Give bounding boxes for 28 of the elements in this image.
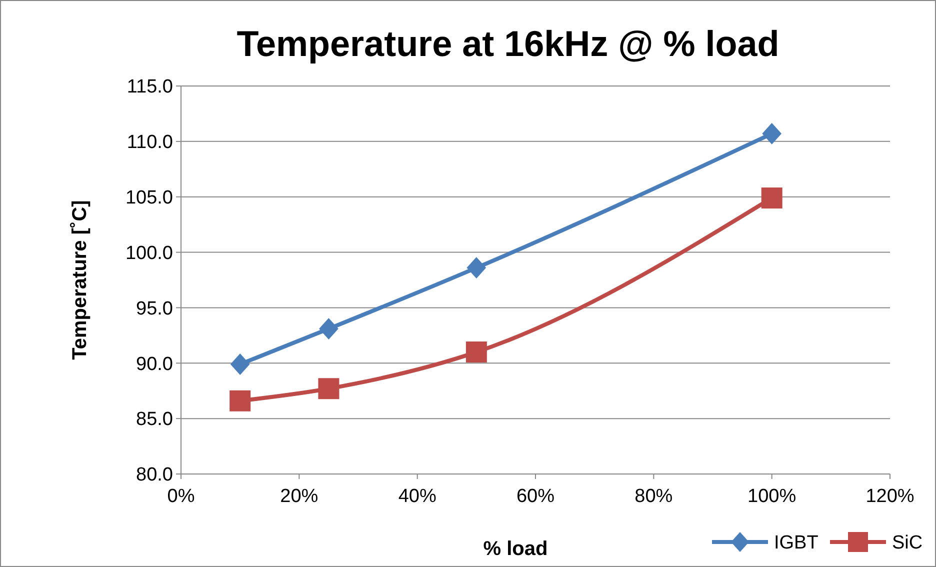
- y-tick-label: 110.0: [126, 132, 173, 154]
- y-tick-label: 90.0: [136, 354, 173, 375]
- x-axis-title: % load: [483, 538, 548, 560]
- x-tick-label: 120%: [866, 486, 914, 507]
- x-tick-label: 60%: [516, 486, 555, 507]
- point: [319, 318, 338, 340]
- point: [230, 354, 250, 375]
- y-tick-label: 115.0: [126, 76, 173, 98]
- y-tick-label: 95.0: [136, 298, 173, 320]
- x-tick-label: 100%: [748, 486, 796, 507]
- point: [762, 123, 782, 144]
- y-tick-label: 85.0: [136, 409, 173, 430]
- point: [466, 257, 486, 278]
- chart-title: Temperature at 16kHz @ % load: [236, 23, 780, 64]
- x-tick-label: 20%: [280, 486, 318, 507]
- legend-label: IGBT: [774, 532, 819, 554]
- legend-label: SiC: [892, 532, 923, 554]
- y-tick-label: 105.0: [125, 188, 173, 209]
- point: [230, 390, 251, 412]
- y-tick-label: 80.0: [136, 464, 173, 486]
- x-tick-label: 40%: [398, 486, 436, 507]
- point: [761, 187, 782, 208]
- point: [466, 342, 487, 363]
- y-tick-label: 100.0: [125, 242, 173, 264]
- x-tick-label: 80%: [634, 486, 673, 507]
- y-axis-title: Temperature [˚C]: [69, 200, 91, 360]
- x-tick-label: 0%: [167, 486, 195, 507]
- point: [318, 378, 340, 400]
